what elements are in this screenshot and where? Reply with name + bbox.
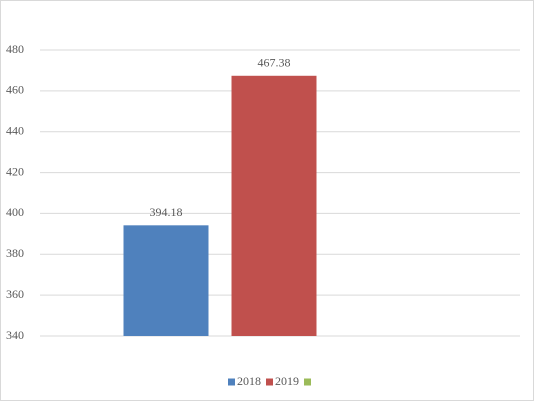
value-label: 394.18 [150,205,183,219]
legend-marker [304,378,311,386]
y-tick-label: 360 [6,287,24,301]
legend-marker [228,378,235,386]
y-tick-label: 420 [6,164,24,178]
y-tick-label: 380 [6,246,24,260]
y-tick-label: 400 [6,205,24,219]
legend-marker [266,378,273,386]
value-label: 467.38 [258,56,291,70]
legend-label: 2018 [237,374,261,388]
y-tick-label: 340 [6,328,24,342]
legend-label: 2019 [275,374,299,388]
bar [123,225,209,336]
y-tick-label: 460 [6,83,24,97]
bar [231,75,317,337]
y-tick-label: 440 [6,123,24,137]
y-tick-label: 480 [6,42,24,56]
